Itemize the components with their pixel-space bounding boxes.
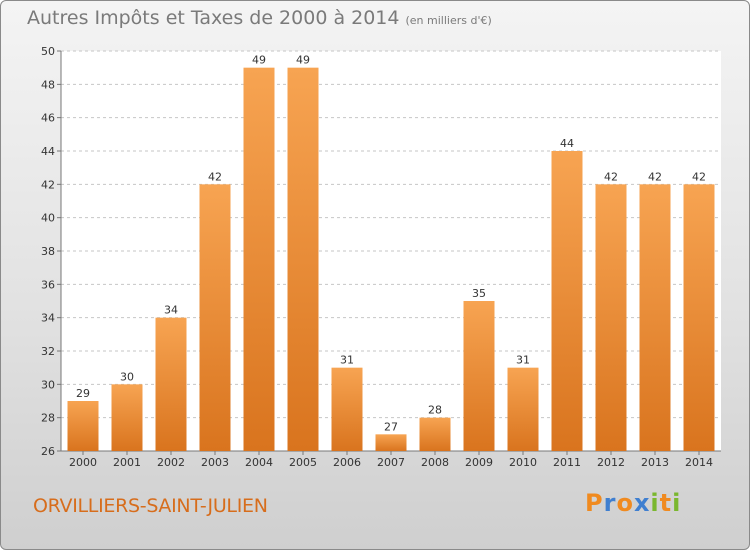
logo-letter: t <box>659 489 673 517</box>
data-label: 49 <box>252 54 266 67</box>
y-tick-label: 44 <box>41 145 55 158</box>
bar <box>111 384 143 451</box>
data-label: 35 <box>472 287 486 300</box>
x-tick-label: 2010 <box>509 456 537 469</box>
data-label: 42 <box>692 170 706 183</box>
bar <box>67 401 99 451</box>
logo-letter: x <box>633 489 651 517</box>
logo-letter: P <box>585 489 604 517</box>
logo-letter: o <box>616 489 634 517</box>
data-label: 44 <box>560 137 574 150</box>
y-tick-label: 36 <box>41 278 55 291</box>
data-label: 27 <box>384 420 398 433</box>
bar <box>287 67 319 452</box>
logo-letter: i <box>650 489 660 517</box>
bar <box>375 434 407 451</box>
data-label: 31 <box>340 354 354 367</box>
data-label: 29 <box>76 387 90 400</box>
x-tick-label: 2003 <box>201 456 229 469</box>
x-tick-label: 2000 <box>69 456 97 469</box>
bar <box>419 417 451 451</box>
chart-title-block: Autres Impôts et Taxes de 2000 à 2014 (en… <box>27 7 492 29</box>
y-tick-label: 28 <box>41 412 55 425</box>
x-tick-label: 2007 <box>377 456 405 469</box>
x-tick-label: 2005 <box>289 456 317 469</box>
data-label: 28 <box>428 404 442 417</box>
chart-unit: (en milliers d'€) <box>405 14 492 27</box>
bar <box>595 184 627 452</box>
y-tick-label: 26 <box>41 445 55 458</box>
proxiti-logo: Proxiti <box>585 489 681 517</box>
data-label: 30 <box>120 370 134 383</box>
data-label: 42 <box>208 170 222 183</box>
x-tick-label: 2004 <box>245 456 273 469</box>
x-tick-label: 2013 <box>641 456 669 469</box>
y-tick-label: 42 <box>41 178 55 191</box>
bar <box>331 367 363 451</box>
y-tick-label: 34 <box>41 312 55 325</box>
bar <box>199 184 231 452</box>
chart-title: Autres Impôts et Taxes de 2000 à 2014 <box>27 7 400 29</box>
data-label: 31 <box>516 354 530 367</box>
x-tick-label: 2011 <box>553 456 581 469</box>
x-tick-label: 2008 <box>421 456 449 469</box>
y-tick-label: 48 <box>41 78 55 91</box>
data-label: 49 <box>296 54 310 67</box>
y-tick-label: 40 <box>41 212 55 225</box>
data-label: 42 <box>604 170 618 183</box>
x-tick-label: 2006 <box>333 456 361 469</box>
data-label: 42 <box>648 170 662 183</box>
x-tick-label: 2002 <box>157 456 185 469</box>
data-label: 34 <box>164 304 178 317</box>
bar <box>683 184 715 452</box>
bar <box>551 151 583 451</box>
y-tick-label: 32 <box>41 345 55 358</box>
bar <box>507 367 539 451</box>
x-tick-label: 2012 <box>597 456 625 469</box>
x-tick-label: 2001 <box>113 456 141 469</box>
y-tick-label: 30 <box>41 378 55 391</box>
y-tick-label: 50 <box>41 45 55 58</box>
bar <box>243 67 275 452</box>
logo-letter: r <box>603 489 617 517</box>
commune-name: ORVILLIERS-SAINT-JULIEN <box>33 495 268 517</box>
bar <box>639 184 671 452</box>
y-tick-label: 38 <box>41 245 55 258</box>
logo-letter: i <box>672 489 682 517</box>
bar <box>155 317 187 451</box>
bar <box>463 301 495 451</box>
x-tick-label: 2009 <box>465 456 493 469</box>
y-tick-label: 46 <box>41 112 55 125</box>
x-tick-label: 2014 <box>685 456 713 469</box>
